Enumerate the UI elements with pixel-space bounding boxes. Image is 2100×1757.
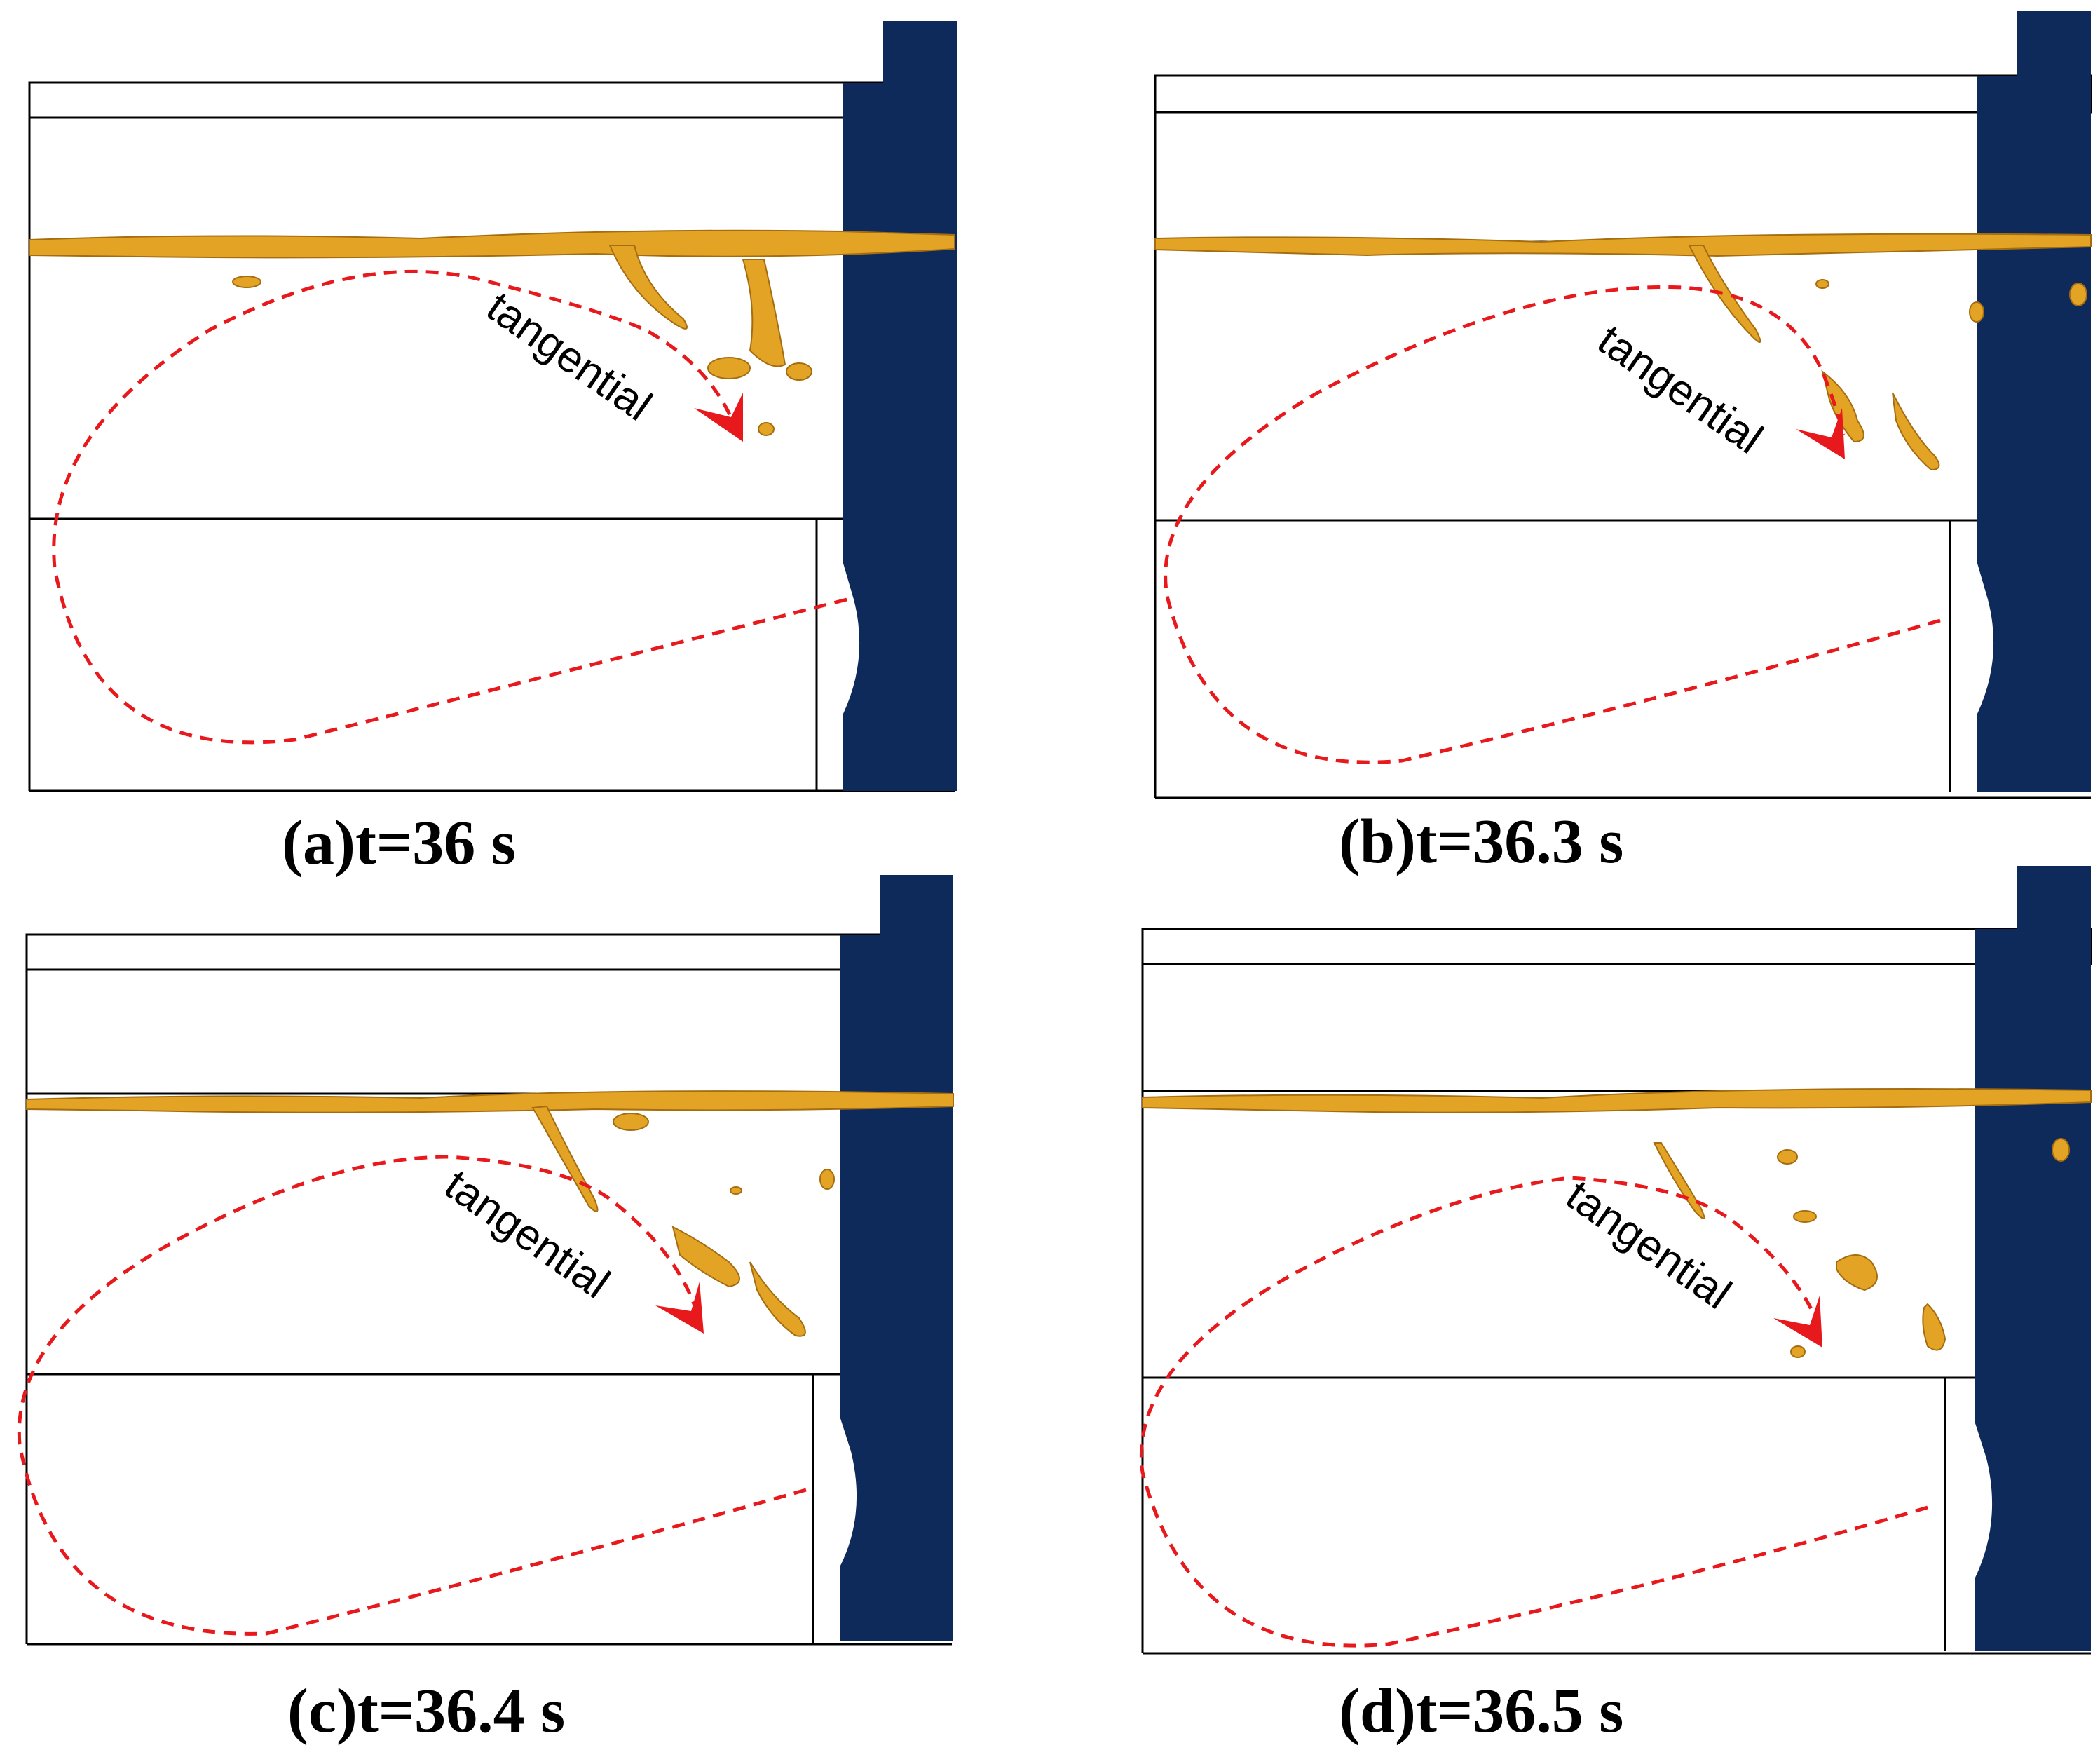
panel-b-slag-layer — [1154, 233, 2092, 257]
panel-c-nozzle-wall — [840, 875, 953, 1641]
panel-d-slag-plume — [1653, 1142, 1705, 1219]
panel-a-slag-droplet — [707, 357, 751, 379]
panel-b-nozzle-wall — [1977, 11, 2091, 792]
panel-b-slag-droplet — [2069, 283, 2087, 306]
panel-d-arrow-label: tangential — [1557, 1171, 1740, 1319]
panel-b-caption: (b)t=36.3 s — [1339, 807, 1623, 876]
panel-b-slag-plume — [1688, 245, 1761, 343]
panel-c-top-box — [25, 933, 953, 971]
panel-b-top-box — [1154, 74, 2092, 114]
panel-a-slag-droplet — [758, 422, 775, 436]
panel-a-slag-layer — [29, 229, 955, 259]
panel-a-slag-droplet — [786, 362, 812, 381]
panel-d-slag-layer — [1142, 1088, 2092, 1113]
panel-a-slag-plume-2 — [742, 259, 786, 367]
panel-a-caption: (a)t=36 s — [282, 808, 516, 878]
panel-c-slag-blob — [671, 1226, 740, 1288]
panel-b-slag-blob — [1892, 392, 1940, 471]
panel-c-arrowhead — [655, 1282, 704, 1334]
panel-b: tangential (b)t=36.3 s — [1154, 11, 2092, 876]
panel-b-flow-path — [1164, 285, 1941, 764]
panel-a-slag-droplet — [232, 276, 261, 288]
panel-a-slag-plume-1 — [608, 245, 688, 330]
panel-a-arrowhead — [694, 393, 743, 442]
panel-d-slag-droplet — [1777, 1149, 1798, 1165]
panel-d-flow-path — [1140, 1176, 1928, 1648]
panel-a-nozzle-wall — [843, 21, 957, 791]
panel-c-slag-plume — [531, 1105, 599, 1212]
panel-d-slag-droplet — [1793, 1210, 1817, 1223]
panel-c-flow-path — [17, 1155, 807, 1636]
panel-d-slag-blob — [1836, 1254, 1878, 1291]
panel-d-slag-blob — [1922, 1303, 1946, 1351]
panel-a-flow-path — [52, 269, 847, 745]
panel-c-slag-droplet — [613, 1113, 649, 1131]
panel-b-arrowhead — [1796, 408, 1845, 459]
panel-b-slag-droplet — [1815, 279, 1829, 289]
panel-c-slag-droplet — [819, 1169, 835, 1190]
panel-c-slag-droplet — [730, 1186, 742, 1195]
panel-d-nozzle-wall — [1975, 866, 2091, 1651]
panel-b-arrow-label: tangential — [1589, 316, 1771, 463]
panel-d-caption: (d)t=36.5 s — [1339, 1676, 1623, 1746]
panel-d-slag-droplet — [1790, 1345, 1806, 1358]
panel-b-slag-droplet — [1969, 301, 1984, 323]
panel-c-caption: (c)t=36.4 s — [287, 1676, 565, 1746]
panel-c-arrow-label: tangential — [436, 1160, 618, 1308]
panel-a: tangential (a)t=36 s — [28, 21, 957, 878]
panel-a-top-box — [28, 81, 956, 119]
panel-d: tangential (d)t=36.5 s — [1140, 866, 2092, 1746]
panel-d-top-box — [1141, 928, 2092, 965]
panel-c-slag-layer — [26, 1090, 954, 1113]
panel-c: tangential (c)t=36.4 s — [17, 875, 954, 1746]
panel-c-slag-blob — [749, 1261, 806, 1337]
panel-d-slag-droplet — [2052, 1138, 2070, 1162]
panel-d-arrowhead — [1773, 1296, 1822, 1348]
panel-a-arrow-label: tangential — [478, 283, 660, 430]
